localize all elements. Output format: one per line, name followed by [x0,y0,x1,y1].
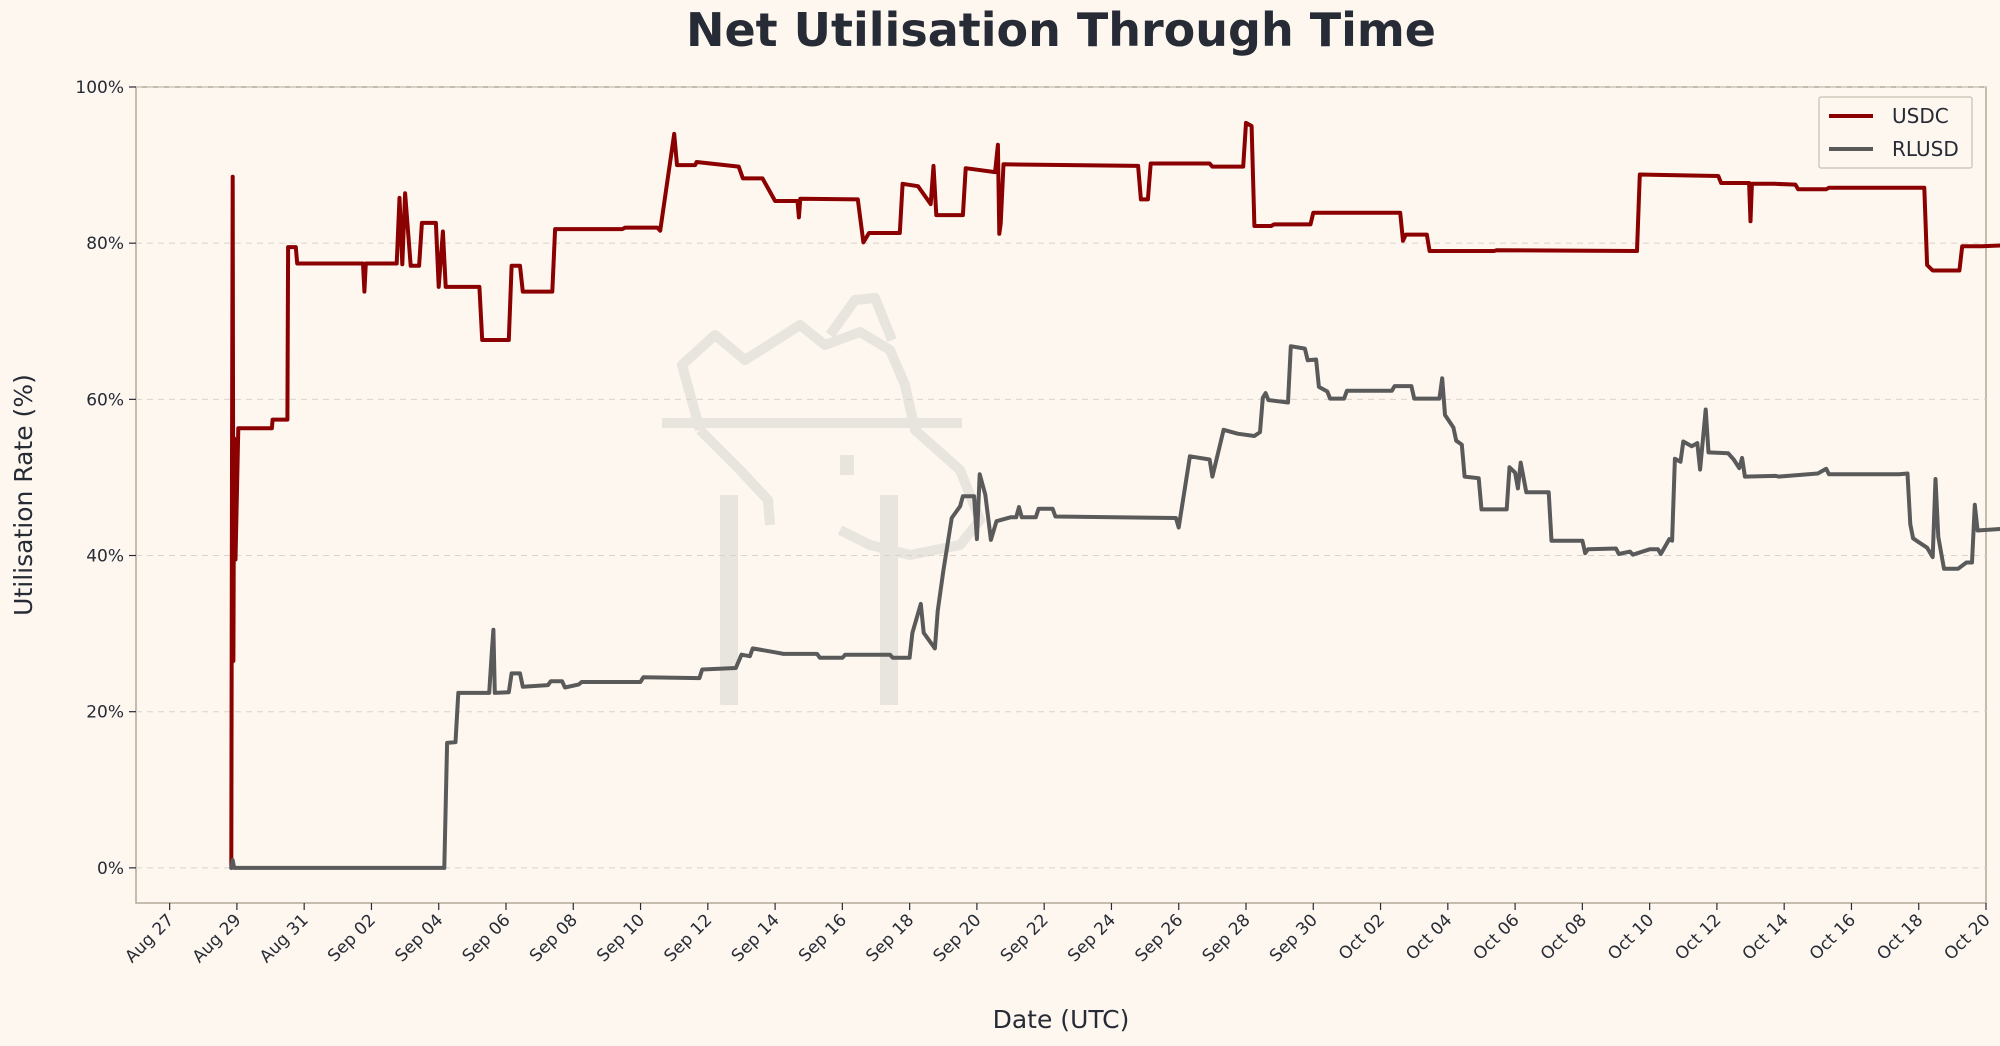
x-tick-label: Sep 20 [930,910,986,966]
y-tick-label: 100% [75,78,124,98]
y-axis: 0% 20% 40% 60% 80% 100% [75,78,136,879]
chart-title: Net Utilisation Through Time [686,3,1436,57]
x-tick-label: Sep 04 [391,910,447,966]
x-tick-label: Sep 24 [1064,910,1120,966]
x-tick-label: Aug 29 [189,910,246,967]
series-line-rlusd [229,344,2000,870]
x-tick-label: Sep 30 [1266,910,1322,966]
legend-label-rlusd: RLUSD [1892,137,1959,161]
y-tick-label: 20% [86,703,124,723]
x-tick-label: Oct 04 [1402,910,1456,964]
x-tick-label: Sep 16 [795,910,851,966]
x-tick-label: Oct 02 [1335,910,1389,964]
x-tick-label: Sep 22 [997,910,1053,966]
watermark-logo [662,293,985,705]
y-axis-label: Utilisation Rate (%) [9,374,38,616]
x-tick-label: Oct 18 [1873,910,1927,964]
y-tick-label: 0% [97,859,124,879]
grid-lines [136,86,1986,869]
x-tick-label: Oct 12 [1671,910,1725,964]
x-tick-label: Aug 31 [256,910,313,967]
x-tick-label: Oct 08 [1537,910,1591,964]
x-tick-label: Sep 02 [324,910,380,966]
x-tick-label: Aug 27 [121,910,178,967]
x-tick-label: Oct 16 [1806,910,1860,964]
y-tick-label: 60% [86,390,124,410]
plot-area [135,86,1987,904]
x-axis: Aug 27 Aug 29 Aug 31 Sep 02 Sep 04 Sep 06 Sep … [121,903,1995,967]
x-tick-label: Sep 26 [1131,910,1187,966]
y-tick-label: 40% [86,547,124,567]
x-tick-label: Sep 12 [660,910,716,966]
x-tick-label: Oct 20 [1940,910,1994,964]
x-tick-label: Sep 08 [526,910,582,966]
legend-label-usdc: USDC [1892,104,1949,128]
x-axis-label: Date (UTC) [993,1005,1130,1034]
x-tick-label: Oct 06 [1470,910,1524,964]
series-line-usdc [229,120,2000,870]
x-tick-label: Sep 06 [459,910,515,966]
x-tick-label: Sep 14 [728,910,784,966]
x-tick-label: Sep 28 [1199,910,1255,966]
y-tick-label: 80% [86,234,124,254]
x-tick-label: Sep 18 [862,910,918,966]
x-tick-label: Oct 10 [1604,910,1658,964]
x-tick-label: Sep 10 [593,910,649,966]
x-tick-label: Oct 14 [1739,910,1793,964]
series-lines [229,120,2000,870]
legend: USDC RLUSD [1818,96,1973,169]
